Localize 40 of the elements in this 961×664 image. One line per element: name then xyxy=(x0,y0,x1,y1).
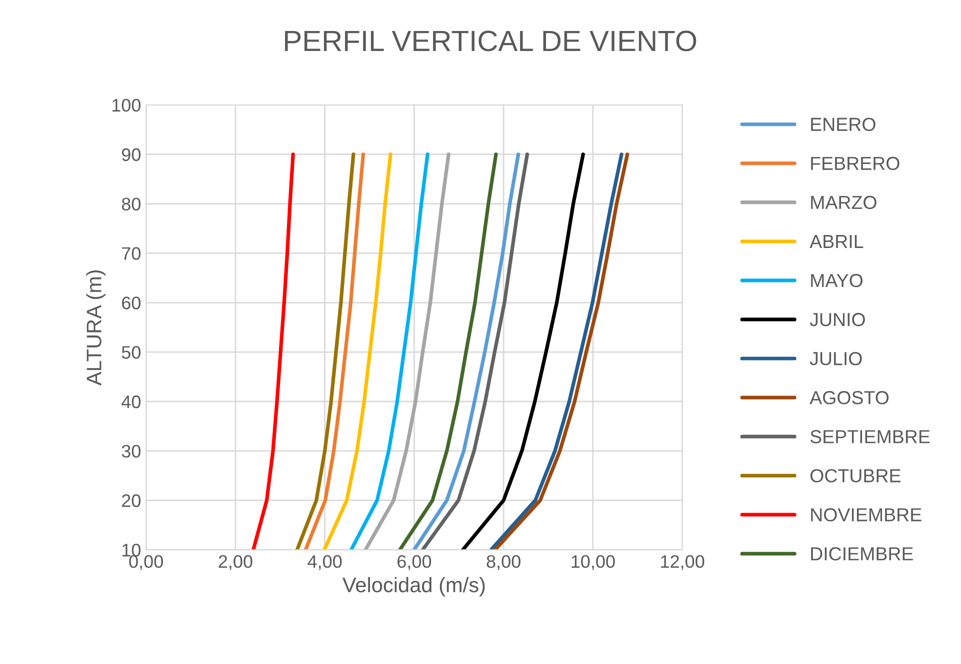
x-tick-label: 6,00 xyxy=(398,555,432,570)
line-series xyxy=(252,152,295,550)
y-tick-label: 50 xyxy=(122,346,141,359)
legend-label: NOVIEMBRE xyxy=(811,508,922,522)
line-series xyxy=(304,152,366,550)
y-tick-label: 60 xyxy=(122,296,141,310)
line-series xyxy=(295,152,356,550)
legend-label: ENERO xyxy=(811,118,876,132)
y-tick-label: 90 xyxy=(122,148,141,162)
legend-label: OCTUBRE xyxy=(810,469,900,482)
legend-label: JUNIO xyxy=(810,312,865,326)
legend-label: FEBRERO xyxy=(811,156,900,170)
y-tick-label: 30 xyxy=(122,444,141,458)
legend-label: MARZO xyxy=(811,196,876,210)
line-series xyxy=(322,152,392,550)
y-tick-label: 70 xyxy=(122,247,141,260)
y-tick-label: 20 xyxy=(122,494,141,508)
legend-label: JULIO xyxy=(810,352,862,366)
legend-label: AGOSTO xyxy=(810,391,889,404)
line-series xyxy=(364,152,450,550)
chart-title: PERFIL VERTICAL DE VIENTO xyxy=(285,30,696,52)
legend-label: MAYO xyxy=(811,274,863,288)
x-tick-label: 0,00 xyxy=(129,555,163,570)
y-tick-label: 40 xyxy=(122,395,141,408)
legend-label: DICIEMBRE xyxy=(811,547,913,560)
x-axis-title: Velocidad (m/s) xyxy=(342,577,485,596)
legend-label: ABRIL xyxy=(810,235,864,248)
line-series xyxy=(349,152,430,550)
y-tick-label: 100 xyxy=(112,98,141,112)
legend-label: SEPTIEMBRE xyxy=(810,430,930,444)
x-tick-label: 12,00 xyxy=(661,555,704,570)
y-axis-title: ALTURA (m) xyxy=(86,270,106,386)
y-tick-label: 10 xyxy=(122,544,141,557)
x-tick-label: 4,00 xyxy=(308,555,342,570)
x-tick-label: 2,00 xyxy=(218,555,252,570)
x-tick-label: 10,00 xyxy=(572,555,615,570)
line-series xyxy=(398,152,498,550)
y-tick-label: 80 xyxy=(122,198,141,210)
line-series xyxy=(461,152,585,550)
x-tick-label: 8,00 xyxy=(486,555,520,570)
